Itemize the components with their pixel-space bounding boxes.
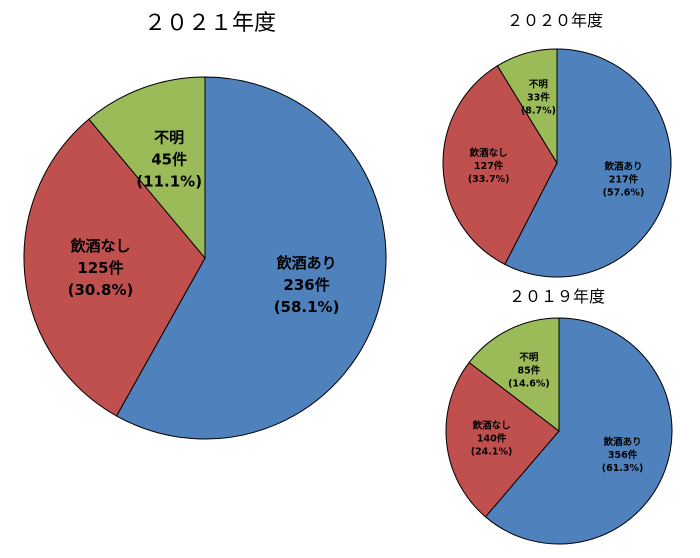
chart-title-2019: ２０１９年度 — [509, 287, 605, 306]
chart-title-2020: ２０２０年度 — [507, 11, 603, 30]
slice-count: 45件 — [151, 151, 187, 169]
slice-count: 85件 — [518, 365, 541, 377]
pie-slice-no-drinking — [23, 118, 206, 417]
slice-label-no-drinking: 飲酒なし 125件 (30.8%) — [68, 237, 134, 299]
slice-label-drinking: 飲酒あり 236件 (58.1%) — [274, 254, 340, 316]
pie-slice-unknown — [88, 76, 206, 260]
slice-label-drinking: 飲酒あり 356件 (61.3%) — [602, 436, 644, 474]
slice-percent: (8.7%) — [521, 105, 556, 116]
slice-label-drinking: 飲酒あり 217件 (57.6%) — [603, 160, 645, 198]
chart-title-2021: ２０２１年度 — [144, 11, 276, 36]
slice-label-no-drinking: 飲酒なし 140件 (24.1%) — [471, 419, 513, 457]
slice-percent: (61.3%) — [602, 463, 644, 474]
slice-count: 33件 — [527, 91, 550, 103]
slice-label-no-drinking: 飲酒なし 127件 (33.7%) — [468, 147, 510, 185]
pie-chart-2019: ２０１９年度 飲酒あり 356件 (61.3%) 飲酒なし 140件 (24.1%) 不明 8… — [445, 287, 673, 545]
slice-name: 不明 — [154, 129, 184, 147]
slice-percent: (33.7%) — [468, 174, 510, 185]
pie-chart-2021: ２０２１年度 飲酒あり 236件 (58.1%) 飲酒なし 125件 (30.8%) 不明 4… — [23, 11, 387, 440]
pie-slice-drinking — [484, 317, 673, 545]
pie-chart-2020: ２０２０年度 飲酒あり 217件 (57.6%) 飲酒なし 127件 (33.7%) 不明 3… — [442, 11, 672, 278]
slice-percent: (57.6%) — [603, 187, 645, 198]
pie-slice-no-drinking — [445, 361, 560, 518]
slice-name: 飲酒なし — [69, 237, 130, 255]
slice-name: 不明 — [519, 353, 539, 364]
slice-label-unknown: 不明 45件 (11.1%) — [136, 129, 202, 191]
slice-name: 飲酒なし — [472, 419, 511, 431]
slice-label-unknown: 不明 33件 (8.7%) — [521, 79, 556, 116]
slice-count: 217件 — [609, 173, 639, 185]
slice-percent: (58.1%) — [274, 298, 340, 316]
slice-name: 飲酒あり — [276, 254, 337, 272]
pie-slice-unknown — [496, 48, 558, 165]
slice-count: 127件 — [474, 160, 504, 172]
slice-count: 125件 — [77, 259, 123, 277]
slice-percent: (11.1%) — [136, 173, 202, 191]
slice-count: 236件 — [283, 276, 329, 294]
slice-label-unknown: 不明 85件 (14.6%) — [508, 353, 550, 390]
slice-name: 不明 — [529, 79, 549, 90]
pie-slice-unknown — [468, 317, 560, 433]
pie-slice-drinking — [504, 48, 672, 278]
pie-slice-no-drinking — [442, 65, 558, 266]
slice-percent: (30.8%) — [68, 281, 134, 299]
slice-name: 飲酒あり — [603, 160, 642, 172]
slice-percent: (14.6%) — [508, 379, 550, 390]
slice-name: 飲酒なし — [469, 147, 508, 159]
slice-name: 飲酒あり — [603, 436, 642, 448]
pie-slice-drinking — [115, 76, 387, 440]
slice-count: 140件 — [477, 432, 507, 444]
slice-percent: (24.1%) — [471, 446, 513, 457]
slice-count: 356件 — [608, 449, 638, 461]
